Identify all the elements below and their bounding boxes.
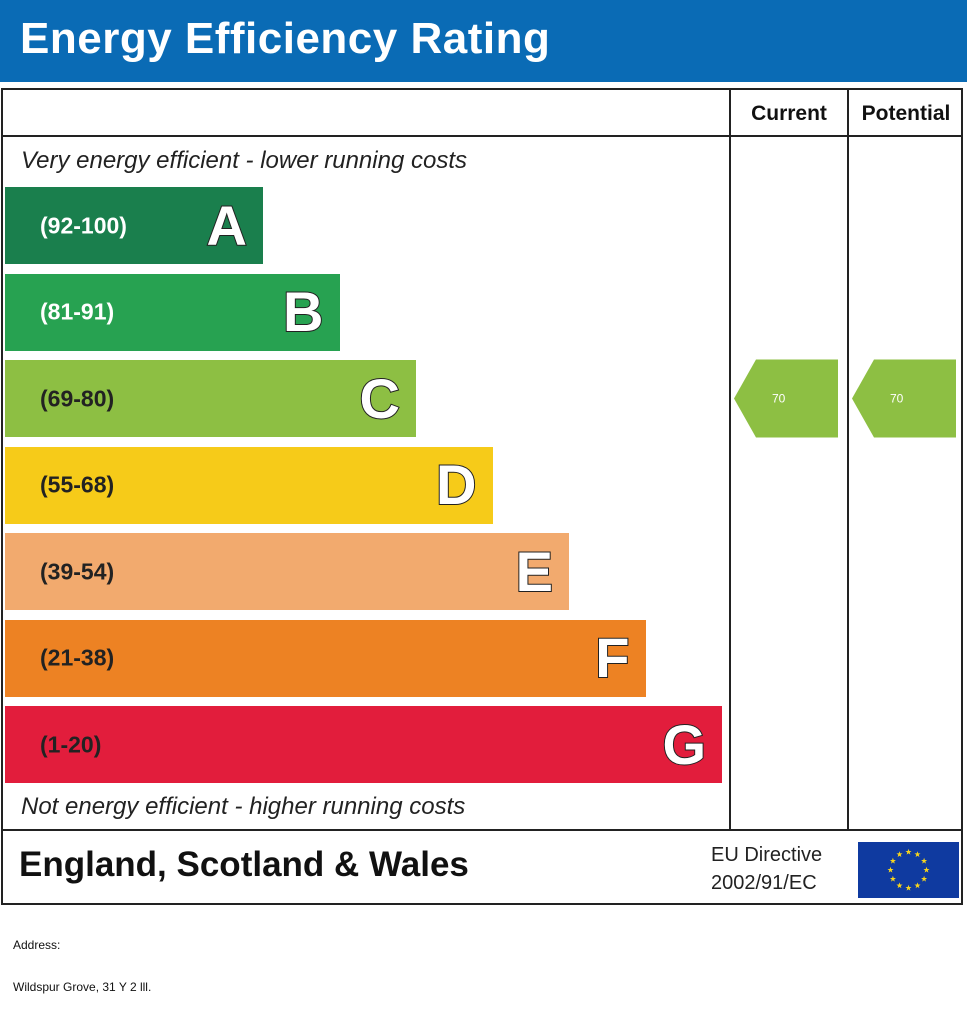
band-letter: A (206, 193, 248, 257)
page-title: Energy Efficiency Rating (20, 14, 551, 63)
header-row-divider (3, 135, 961, 137)
band-letter: F (594, 626, 630, 689)
band-range-label: (1-20) (40, 731, 102, 757)
band-e: (39-54) E (5, 533, 569, 610)
eu-flag-icon (858, 842, 959, 898)
band-letter: B (282, 280, 324, 343)
band-b: (81-91) B (5, 273, 340, 351)
eu-star (905, 848, 912, 855)
potential-rating-value: 70 (890, 392, 904, 406)
eu-star (889, 875, 896, 882)
band-g: (1-20) G (5, 706, 722, 783)
band-f: (21-38) F (5, 619, 646, 697)
eu-star (905, 884, 912, 891)
bottom-note: Not energy efficient - higher running co… (21, 793, 466, 820)
band-letter: D (435, 453, 477, 516)
rating-chart-frame: Current Potential Very energy efficient … (1, 88, 963, 905)
band-a: (92-100) A (5, 187, 263, 264)
footer-divider (3, 829, 961, 831)
band-range-label: (39-54) (40, 558, 115, 584)
region-label: England, Scotland & Wales (19, 845, 469, 884)
current-rating-value: 70 (772, 392, 786, 406)
eu-star (921, 875, 928, 882)
potential-column-divider (847, 90, 849, 831)
current-rating-arrow (734, 359, 838, 438)
band-range-label: (55-68) (40, 471, 115, 498)
band-range-label: (92-100) (40, 212, 127, 238)
band-letter: E (515, 539, 554, 603)
header-bar: Energy Efficiency Rating (0, 0, 967, 82)
current-column-header: Current (751, 102, 827, 125)
potential-rating-arrow (852, 359, 956, 438)
band-letter: C (359, 366, 401, 430)
band-letter: G (661, 712, 707, 776)
potential-column-header: Potential (861, 102, 951, 125)
eu-star (887, 866, 894, 873)
eu-directive-line2: 2002/91/EC (711, 872, 817, 894)
eu-star (914, 882, 921, 889)
current-column-divider (729, 90, 731, 831)
address-label: Address: (13, 938, 61, 952)
eu-directive-line1: EU Directive (711, 844, 823, 866)
top-note: Very energy efficient - lower running co… (21, 147, 467, 174)
eu-star (896, 882, 903, 889)
band-range-label: (81-91) (40, 298, 115, 325)
band-c: (69-80) C (5, 360, 416, 437)
band-range-label: (69-80) (40, 385, 115, 411)
eu-star (914, 851, 921, 857)
eu-star (921, 857, 928, 864)
band-d: (55-68) D (5, 446, 493, 524)
band-range-label: (21-38) (40, 644, 115, 671)
eu-star (889, 857, 896, 864)
eu-star (896, 851, 903, 857)
address-value: Wildspur Grove, 31 Y 2 lll. (13, 980, 152, 994)
eu-star (923, 866, 930, 873)
rating-arrows: 70 70 (734, 359, 956, 438)
